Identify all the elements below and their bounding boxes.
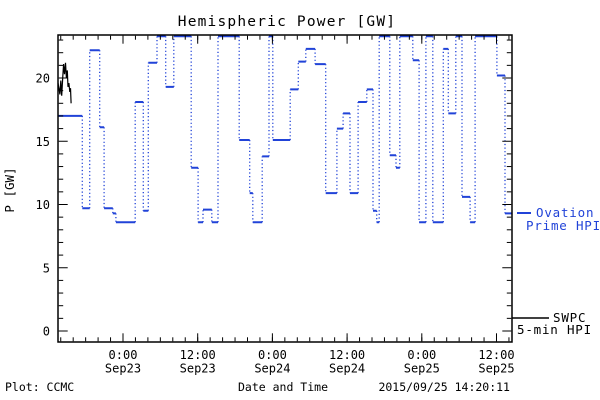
y-tick-label: 20 (36, 72, 50, 86)
x-tick-label-time: 12:00 (478, 348, 514, 362)
x-tick-label-time: 12:00 (180, 348, 216, 362)
x-tick-label-date: Sep25 (478, 362, 514, 376)
footer-plot-source: Plot: CCMC (5, 380, 74, 394)
x-tick-label-date: Sep24 (254, 362, 290, 376)
y-tick-label: 15 (36, 135, 50, 149)
plot-frame (57, 34, 513, 343)
legend-swpc-label-line2: 5-min HPI (517, 322, 592, 337)
x-tick-label-time: 0:00 (258, 348, 287, 362)
x-tick-label-date: Sep25 (404, 362, 440, 376)
ovation-series-risers (81, 36, 506, 223)
x-axis-title: Date and Time (238, 380, 328, 394)
footer-timestamp: 2015/09/25 14:20:11 (378, 380, 510, 394)
x-tick-label-time: 0:00 (109, 348, 138, 362)
x-tick-label-date: Sep23 (180, 362, 216, 376)
y-tick-label: 5 (43, 261, 50, 275)
series-layer (57, 35, 512, 224)
legend-ovation-label-line1: Ovation (536, 205, 594, 220)
y-tick-label: 10 (36, 198, 50, 212)
swpc-series-line (57, 62, 72, 104)
axes-layer: 0:00Sep2312:00Sep230:00Sep2412:00Sep240:… (36, 35, 515, 376)
x-tick-label-date: Sep23 (105, 362, 141, 376)
x-tick-label-time: 0:00 (407, 348, 436, 362)
x-tick-label-date: Sep24 (329, 362, 365, 376)
chart-title: Hemispheric Power [GW] (178, 14, 396, 30)
y-axis-label: P [GW] (2, 167, 17, 212)
x-tick-label-time: 12:00 (329, 348, 365, 362)
legend-ovation-label-line2: Prime HPI (526, 218, 600, 233)
y-tick-label: 0 (43, 325, 50, 339)
legend-swpc-label-line1: SWPC (553, 310, 586, 325)
